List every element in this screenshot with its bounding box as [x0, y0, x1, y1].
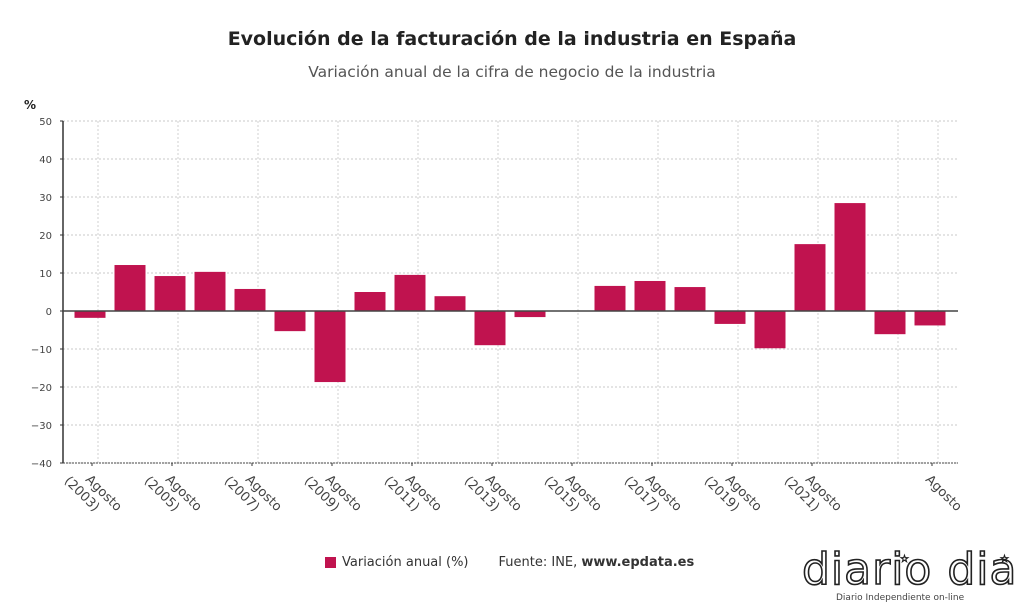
x-tick-label: Agosto(2005): [141, 462, 205, 526]
legend: Variación anual (%) Fuente: INE, www.epd…: [325, 555, 694, 570]
bar: [434, 296, 466, 311]
legend-label: Variación anual (%): [342, 555, 469, 570]
bar: [634, 280, 666, 311]
bar: [834, 203, 866, 311]
y-tick-label: 50: [39, 117, 52, 128]
bar: [754, 311, 786, 349]
bar: [674, 287, 706, 311]
bar: [74, 311, 106, 318]
diario-dia-logo: diario dia ☆ ☆ Diario Independiente on-l…: [801, 543, 1017, 602]
x-tick-label: Agosto(2007): [221, 462, 285, 526]
bar: [194, 271, 226, 311]
bar: [354, 292, 386, 311]
y-tick-label: 40: [39, 155, 52, 166]
bar: [514, 311, 546, 318]
x-tick-label: Agosto(2013): [461, 462, 525, 526]
source-note: Fuente: INE, www.epdata.es: [499, 555, 695, 570]
source-prefix: Fuente: INE,: [498, 555, 582, 570]
bar: [314, 311, 346, 383]
x-tick-label: Agosto(2003): [61, 462, 125, 526]
chart-subtitle: Variación anual de la cifra de negocio d…: [308, 63, 716, 81]
bar: [794, 244, 826, 311]
legend-swatch: [325, 557, 336, 568]
bar: [114, 265, 146, 311]
svg-text:☆: ☆: [1000, 554, 1009, 565]
y-tick-label: −20: [31, 383, 52, 394]
y-axis-label: %: [24, 98, 36, 112]
svg-text:Diario Independiente on-line: Diario Independiente on-line: [836, 593, 965, 602]
x-tick-label: Agosto(2019): [701, 462, 765, 526]
bar: [874, 311, 906, 335]
chart-title: Evolución de la facturación de la indust…: [227, 28, 797, 50]
bar: [394, 274, 426, 311]
bar: [594, 285, 626, 311]
bar: [154, 276, 186, 311]
x-tick-label: Agosto(2009): [301, 462, 365, 526]
bar: [914, 311, 946, 326]
y-tick-label: −10: [31, 345, 52, 356]
source-link[interactable]: www.epdata.es: [581, 555, 695, 570]
svg-text:diario dia: diario dia: [802, 544, 1017, 595]
bar: [474, 311, 506, 346]
x-tick-label: Agosto: [922, 472, 964, 514]
bar: [714, 311, 746, 324]
x-tick-label: Agosto(2017): [621, 462, 685, 526]
y-tick-label: 20: [39, 231, 52, 242]
x-tick-label: Agosto(2015): [541, 462, 605, 526]
bar: [274, 311, 306, 332]
y-tick-label: 30: [39, 193, 52, 204]
y-tick-label: 0: [46, 307, 52, 318]
y-tick-label: −30: [31, 421, 52, 432]
svg-text:☆: ☆: [900, 554, 909, 565]
x-tick-label: Agosto(2021): [781, 462, 845, 526]
y-tick-label: 10: [39, 269, 52, 280]
x-tick-label: Agosto(2011): [381, 462, 445, 526]
bar: [234, 288, 266, 311]
y-tick-label: −40: [31, 459, 52, 470]
